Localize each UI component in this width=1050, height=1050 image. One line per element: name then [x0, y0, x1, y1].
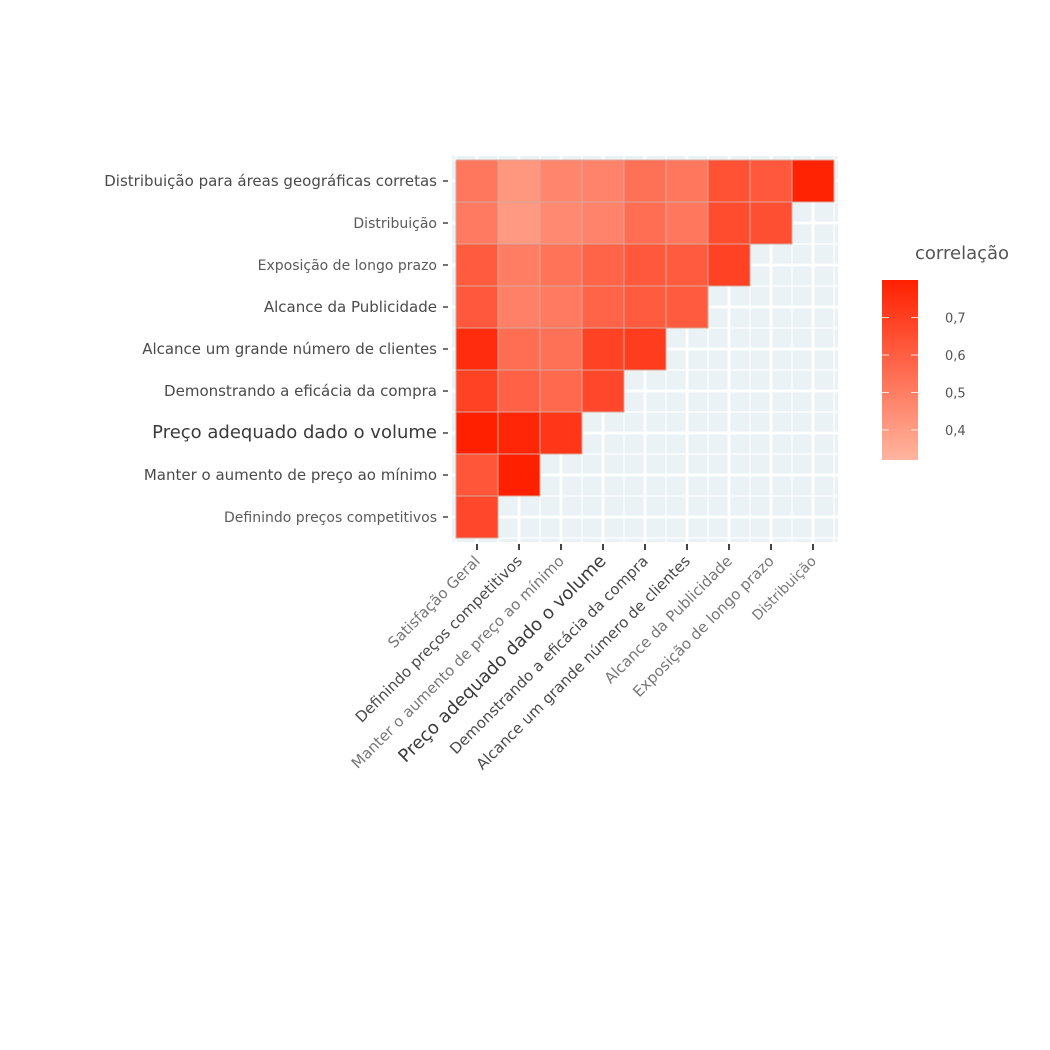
heatmap-cell [581, 243, 625, 287]
heatmap-cell [665, 243, 709, 287]
heatmap-cell [539, 369, 583, 413]
heatmap-cell [455, 201, 499, 245]
y-tick-label: Exposição de longo prazo [258, 258, 437, 274]
y-tick-label: Demonstrando a eficácia da compra [164, 382, 437, 400]
y-tick-label: Distribuição para áreas geográficas corr… [104, 172, 437, 190]
heatmap-cell [581, 201, 625, 245]
heatmap-cell [581, 159, 625, 203]
heatmap-cell [497, 327, 541, 371]
heatmap-cell [665, 285, 709, 329]
heatmap-cell [539, 159, 583, 203]
y-tick-label: Alcance um grande número de clientes [142, 340, 437, 358]
heatmap-cell [455, 159, 499, 203]
heatmap-cell [623, 159, 667, 203]
legend-tick-label: 0,4 [945, 424, 966, 439]
heatmap-cell [707, 159, 751, 203]
heatmap-cell [497, 411, 541, 455]
heatmap-cell [539, 411, 583, 455]
heatmap-cell [497, 285, 541, 329]
heatmap-cell [497, 201, 541, 245]
heatmap-cell [707, 201, 751, 245]
y-axis: Distribuição para áreas geográficas corr… [104, 172, 448, 526]
legend-colorbar [882, 280, 918, 460]
heatmap-cell [791, 159, 835, 203]
heatmap-cell [455, 453, 499, 497]
heatmap-cell [497, 369, 541, 413]
heatmap-cell [455, 369, 499, 413]
heatmap-cell [497, 159, 541, 203]
heatmap-cell [665, 159, 709, 203]
legend-tick-label: 0,7 [945, 312, 966, 327]
y-tick-label: Distribuição [353, 216, 437, 232]
heatmap-cell [455, 495, 499, 539]
heatmap-cell [623, 243, 667, 287]
legend-tick-label: 0,5 [945, 387, 966, 402]
y-tick-label: Definindo preços competitivos [224, 510, 437, 526]
heatmap-cell [623, 285, 667, 329]
heatmap-cell [455, 285, 499, 329]
heatmap-cell [539, 285, 583, 329]
heatmap-cell [539, 201, 583, 245]
heatmap-cell [623, 201, 667, 245]
legend: correlação 0,7 0,6 0,5 0,4 [882, 243, 1009, 460]
heatmap-cell [539, 327, 583, 371]
heatmap-cell [455, 243, 499, 287]
heatmap-cell [455, 327, 499, 371]
heatmap-cell [581, 369, 625, 413]
heatmap-cell [455, 411, 499, 455]
heatmap-cell [581, 327, 625, 371]
legend-title: correlação [915, 243, 1009, 264]
heatmap-tiles [455, 159, 835, 539]
heatmap-cell [749, 159, 793, 203]
legend-ticks: 0,7 0,6 0,5 0,4 [882, 312, 966, 439]
heatmap-cell [581, 285, 625, 329]
heatmap-cell [497, 453, 541, 497]
heatmap-cell [539, 243, 583, 287]
heatmap-cell [707, 243, 751, 287]
y-tick-label: Alcance da Publicidade [264, 298, 437, 316]
y-tick-label: Manter o aumento de preço ao mínimo [144, 466, 437, 484]
heatmap-cell [623, 327, 667, 371]
heatmap-cell [497, 243, 541, 287]
heatmap-cell [665, 201, 709, 245]
legend-tick-label: 0,6 [945, 349, 966, 364]
heatmap-cell [749, 201, 793, 245]
y-tick-label: Preço adequado dado o volume [152, 422, 437, 443]
